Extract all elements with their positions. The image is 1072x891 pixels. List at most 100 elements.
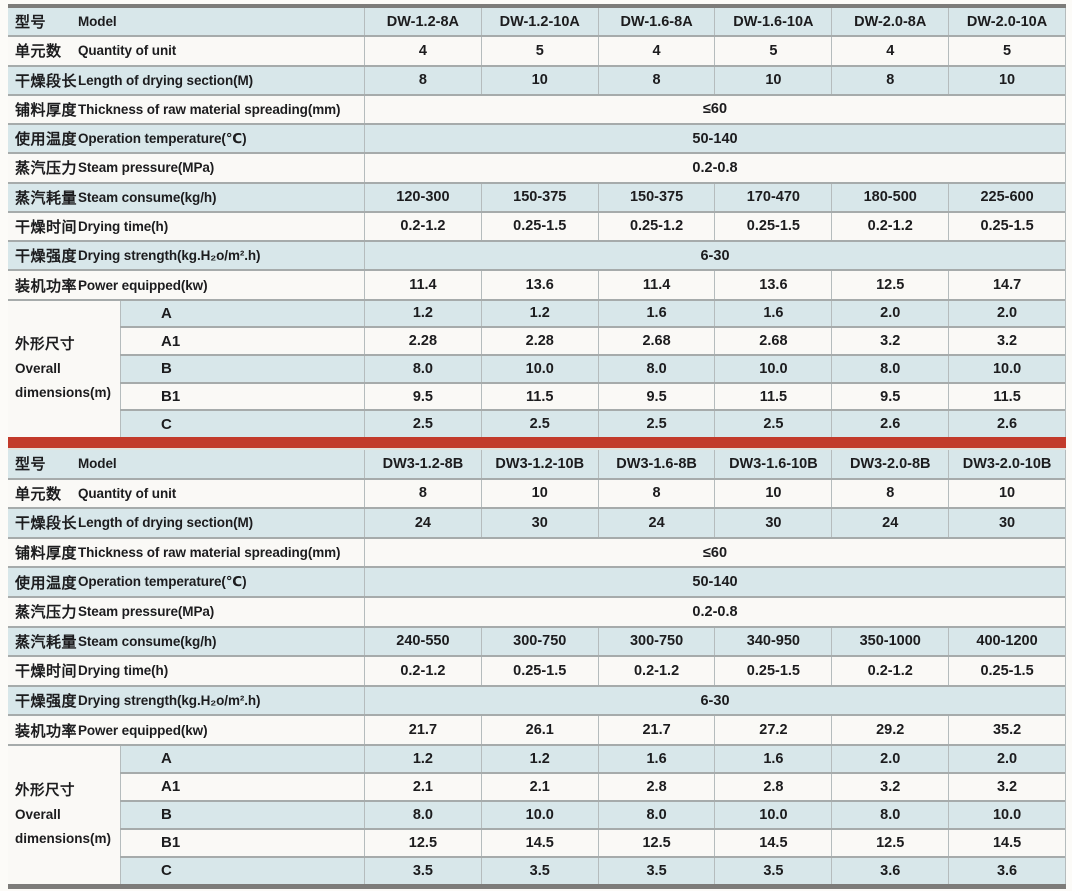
row-label-en: Drying time(h): [78, 663, 169, 679]
row-label-zh: 干燥段长: [15, 72, 78, 90]
row-cells: 240-550 300-750 300-750 340-950 350-1000 400-…: [365, 627, 1065, 656]
dimension-rows: A 1.2 1.2 1.6 1.6 2.0 2.0 A1 2.1 2.1 2.8 2.8 3.2 3.2 B…: [120, 745, 1065, 884]
merged-value-cell: 6-30: [700, 247, 730, 264]
row-cells: 21.7 26.1 21.7 27.2 29.2 35.2: [365, 716, 1065, 744]
row-cells: 12.5 14.5 12.5 14.5 12.5 14.5: [365, 829, 1065, 856]
value-cell: 8: [831, 479, 948, 508]
dimension-row: B1 9.5 11.5 9.5 11.5 9.5 11.5: [120, 381, 1065, 410]
row-label: 蒸汽耗量 Steam consume(kg/h): [8, 183, 365, 211]
value-cell: 4: [597, 37, 715, 65]
spec-table-series-a: 型号 Model DW-1.2-8A DW-1.2-10A DW-1.6-8A DW-1.…: [8, 4, 1066, 438]
row-cells: 24 30 24 30 24 30: [365, 509, 1065, 537]
row-label-en: Quantity of unit: [78, 485, 177, 501]
value-cell: 4: [831, 37, 948, 65]
table-row: 干燥时间 Drying time(h) 0.2-1.2 0.25-1.5 0.25-1.…: [8, 210, 1065, 241]
row-label-en: Operation temperature(℃): [78, 130, 247, 146]
row-label-zh: 蒸汽压力: [15, 160, 78, 178]
dimension-letter: A1: [120, 773, 365, 800]
red-divider: [8, 437, 1066, 450]
dimensions-block: 外形尺寸 Overall dimensions(m) A 1.2 1.2 1.6 1.6 2.0…: [8, 743, 1065, 884]
value-cell: 180-500: [831, 183, 948, 211]
table-rows: 型号 Model DW3-1.2-8B DW3-1.2-10B DW3-1.6-8B DW…: [8, 450, 1066, 884]
value-cell: DW3-1.6-8B: [597, 450, 715, 478]
row-cells: 11.4 13.6 11.4 13.6 12.5 14.7: [365, 271, 1065, 299]
table-row: 铺料厚度 Thickness of raw material spreading(…: [8, 93, 1065, 124]
value-cell: 8: [418, 485, 427, 502]
value-cell: DW-2.0-10A: [948, 8, 1065, 36]
row-label-en: Model: [78, 456, 117, 472]
value-cell: 1.2: [412, 750, 433, 767]
value-cell: 2.5: [714, 411, 831, 438]
value-cell: 30: [714, 509, 831, 537]
row-label-zh: 干燥强度: [15, 693, 78, 711]
value-cell: 3.5: [597, 857, 715, 884]
value-cell: 3.2: [948, 328, 1065, 354]
value-cell: 2.6: [831, 411, 948, 438]
value-cell: 170-470: [714, 183, 831, 211]
value-cell: DW3-1.6-10B: [714, 450, 831, 478]
table-row: 干燥强度 Drying strength(kg.H₂o/m².h) 6-30: [8, 684, 1065, 715]
value-cell: 11.5: [714, 383, 831, 410]
value-cell: DW3-1.2-10B: [480, 450, 598, 478]
value-cell: DW-1.2-8A: [386, 13, 460, 30]
table-row: 干燥段长 Length of drying section(M) 24 30 24 30 2…: [8, 507, 1065, 537]
value-cell: 8.0: [831, 801, 948, 828]
table-row: 铺料厚度 Thickness of raw material spreading(…: [8, 536, 1065, 567]
dimensions-label: 外形尺寸 Overall dimensions(m): [8, 745, 120, 884]
value-cell: 225-600: [948, 183, 1065, 211]
dimension-row: A1 2.1 2.1 2.8 2.8 3.2 3.2: [120, 771, 1065, 800]
row-label: 装机功率 Power equipped(kw): [8, 716, 365, 744]
row-label-zh: 型号: [15, 456, 47, 474]
value-cell: 2.5: [597, 411, 715, 438]
value-cell: DW-1.2-10A: [480, 8, 598, 36]
row-label: 干燥强度 Drying strength(kg.H₂o/m².h): [8, 242, 365, 270]
value-cell: 10: [714, 479, 831, 508]
table-row: 干燥时间 Drying time(h) 0.2-1.2 0.25-1.5 0.2-1.2…: [8, 655, 1065, 685]
value-cell: 0.25-1.2: [597, 212, 715, 241]
row-label-zh: 蒸汽耗量: [15, 189, 78, 207]
value-cell: 14.5: [480, 829, 598, 856]
row-label: 单元数 Quantity of unit: [8, 479, 365, 508]
value-cell: 300-750: [480, 627, 598, 656]
dimension-letter: B1: [120, 829, 365, 856]
row-label: 干燥强度 Drying strength(kg.H₂o/m².h): [8, 686, 365, 715]
value-cell: 2.1: [480, 773, 598, 800]
row-label-zh: 干燥段长: [15, 515, 78, 533]
value-cell: 1.6: [714, 300, 831, 327]
value-cell: 10: [948, 479, 1065, 508]
table-row: 使用温度 Operation temperature(℃) 50-140: [8, 566, 1065, 596]
table-row: 型号 Model DW3-1.2-8B DW3-1.2-10B DW3-1.6-8B DW…: [8, 450, 1065, 478]
value-cell: 8.0: [597, 356, 715, 382]
row-label-zh: 装机功率: [15, 277, 78, 295]
value-cell: 24: [831, 509, 948, 537]
dimensions-label-en-line2: dimensions(m): [15, 830, 112, 846]
value-cell: 10.0: [480, 801, 598, 828]
dimension-letter: B1: [120, 383, 365, 410]
row-label-en: Operation temperature(℃): [78, 574, 247, 590]
row-label: 蒸汽压力 Steam pressure(MPa): [8, 597, 365, 626]
row-label: 干燥时间 Drying time(h): [8, 212, 365, 241]
value-cell: 3.5: [480, 857, 598, 884]
value-cell: 21.7: [408, 722, 438, 739]
row-label: 使用温度 Operation temperature(℃): [8, 125, 365, 153]
table-row: 蒸汽压力 Steam pressure(MPa) 0.2-0.8: [8, 595, 1065, 626]
value-cell: 0.2-1.2: [597, 657, 715, 685]
value-cell: 10: [480, 479, 598, 508]
value-cell: 1.6: [714, 745, 831, 772]
row-label-zh: 干燥时间: [15, 663, 78, 681]
value-cell: 10.0: [714, 356, 831, 382]
value-cell: 2.8: [597, 773, 715, 800]
value-cell: 0.25-1.5: [480, 657, 598, 685]
value-cell: 12.5: [408, 834, 438, 851]
row-label-en: Power equipped(kw): [78, 277, 208, 293]
row-label-zh: 干燥时间: [15, 218, 78, 236]
row-cells: 8 10 8 10 8 10: [365, 479, 1065, 508]
row-cells: 0.2-1.2 0.25-1.5 0.2-1.2 0.25-1.5 0.2-1.2 0.2…: [365, 657, 1065, 685]
row-cells: 8 10 8 10 8 10: [365, 66, 1065, 94]
row-cells: 1.2 1.2 1.6 1.6 2.0 2.0: [365, 300, 1065, 327]
merged-value-cell: 0.2-0.8: [692, 603, 738, 620]
row-cells: 2.28 2.28 2.68 2.68 3.2 3.2: [365, 328, 1065, 354]
value-cell: 2.8: [714, 773, 831, 800]
table-row: 蒸汽压力 Steam pressure(MPa) 0.2-0.8: [8, 152, 1065, 182]
value-cell: 14.5: [714, 829, 831, 856]
